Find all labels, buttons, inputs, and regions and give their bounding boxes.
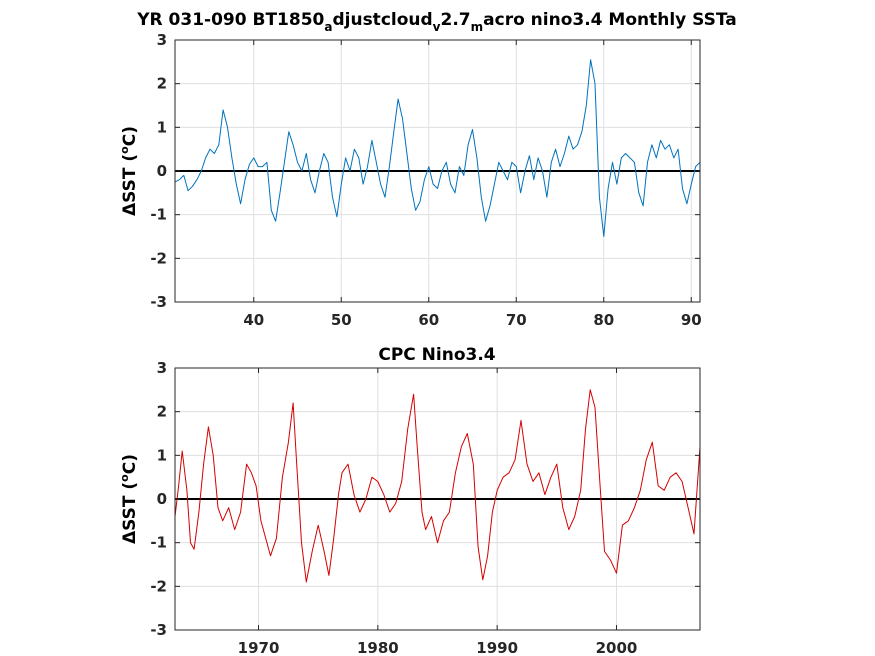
series-line [174,389,701,583]
top-panel: YR 031-090 BT1850adjustcloudv2.7macro ni… [118,10,737,329]
y-tick-label: -3 [150,621,167,639]
y-tick-label: -3 [150,293,167,311]
y-tick-label: 2 [157,403,167,421]
x-tick-label: 90 [681,311,702,329]
top-y-axis-label: ΔSST (oC) [118,126,140,216]
y-tick-label: -1 [150,534,167,552]
y-tick-label: 0 [157,162,167,180]
y-tick-label: -1 [150,206,167,224]
x-tick-label: 1990 [476,639,518,656]
bottom-x-ticks: 1970 1980 1990 2000 [238,368,638,656]
y-tick-label: 1 [157,446,167,464]
y-tick-label: 2 [157,75,167,93]
bottom-y-ticks: -3 -2 -1 0 1 2 3 [150,359,700,639]
x-tick-label: 1980 [357,639,399,656]
x-tick-label: 50 [331,311,352,329]
x-tick-label: 2000 [596,639,638,656]
x-tick-label: 1970 [238,639,280,656]
bottom-chart-title: CPC Nino3.4 [378,345,495,365]
top-y-ticks: -3 -2 -1 0 1 2 3 [150,31,700,311]
y-tick-label: -2 [150,577,167,595]
x-tick-label: 60 [418,311,439,329]
top-x-ticks: 40 50 60 70 80 90 [243,40,702,329]
y-tick-label: 0 [157,490,167,508]
bottom-panel: CPC Nino3.4 1970 1980 1990 2000 -3-2-10123 … [118,345,701,656]
x-tick-label: 80 [593,311,614,329]
y-tick-label: 1 [157,118,167,136]
x-tick-label: 70 [506,311,527,329]
top-chart-title: YR 031-090 BT1850adjustcloudv2.7macro ni… [136,10,737,34]
series-line [174,59,701,237]
y-tick-label: 3 [157,359,167,377]
top-series [174,59,701,237]
y-tick-label: 3 [157,31,167,49]
y-tick-label: -2 [150,249,167,267]
x-tick-label: 40 [243,311,264,329]
bottom-y-axis-label: ΔSST (oC) [118,454,140,544]
bottom-series [174,389,701,583]
